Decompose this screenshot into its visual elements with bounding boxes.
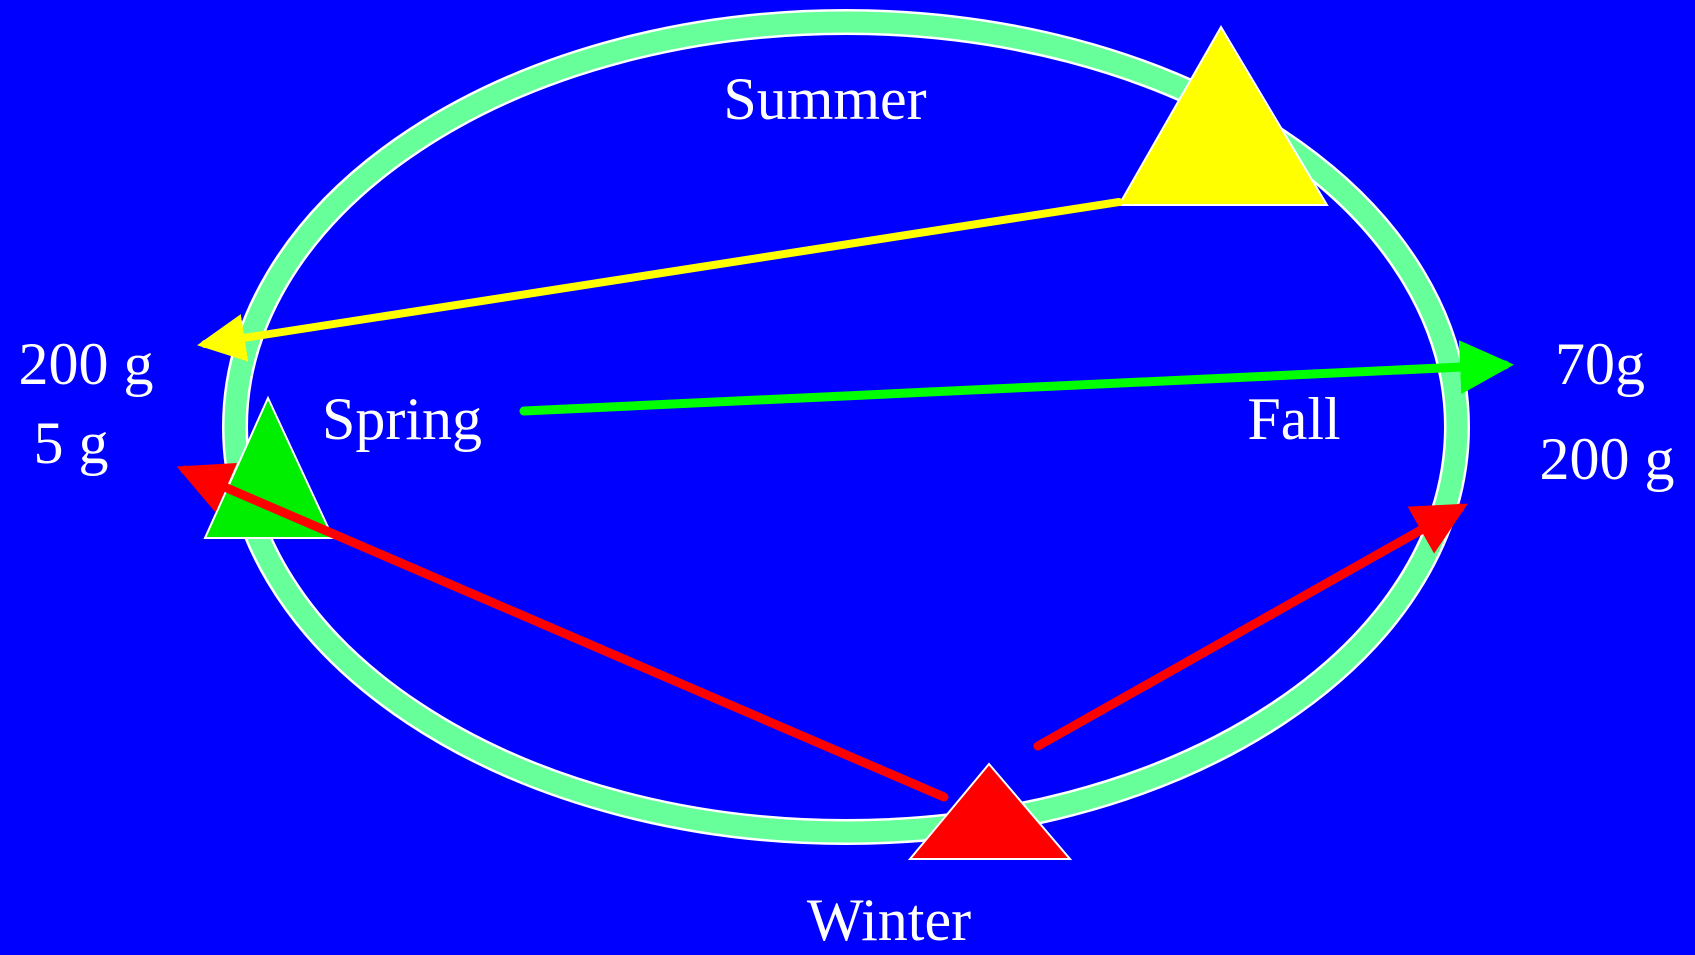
season-label: Spring: [322, 386, 482, 452]
summer-triangle: [1117, 25, 1329, 206]
mass-label: 5 g: [34, 410, 109, 476]
season-label: Summer: [723, 66, 926, 132]
winter-triangle: [907, 762, 1073, 860]
mass-label: 200 g: [19, 331, 154, 397]
season-label: Fall: [1247, 386, 1340, 452]
season-label: Winter: [807, 887, 971, 953]
winter-arrow-right: [1033, 503, 1468, 751]
mass-label: 70g: [1555, 331, 1645, 397]
spring-arrow: [519, 340, 1514, 416]
summer-arrow: [197, 198, 1123, 362]
winter-arrow-left: [176, 463, 949, 802]
cycle-ring: [224, 11, 1468, 843]
mass-label: 200 g: [1540, 426, 1675, 492]
